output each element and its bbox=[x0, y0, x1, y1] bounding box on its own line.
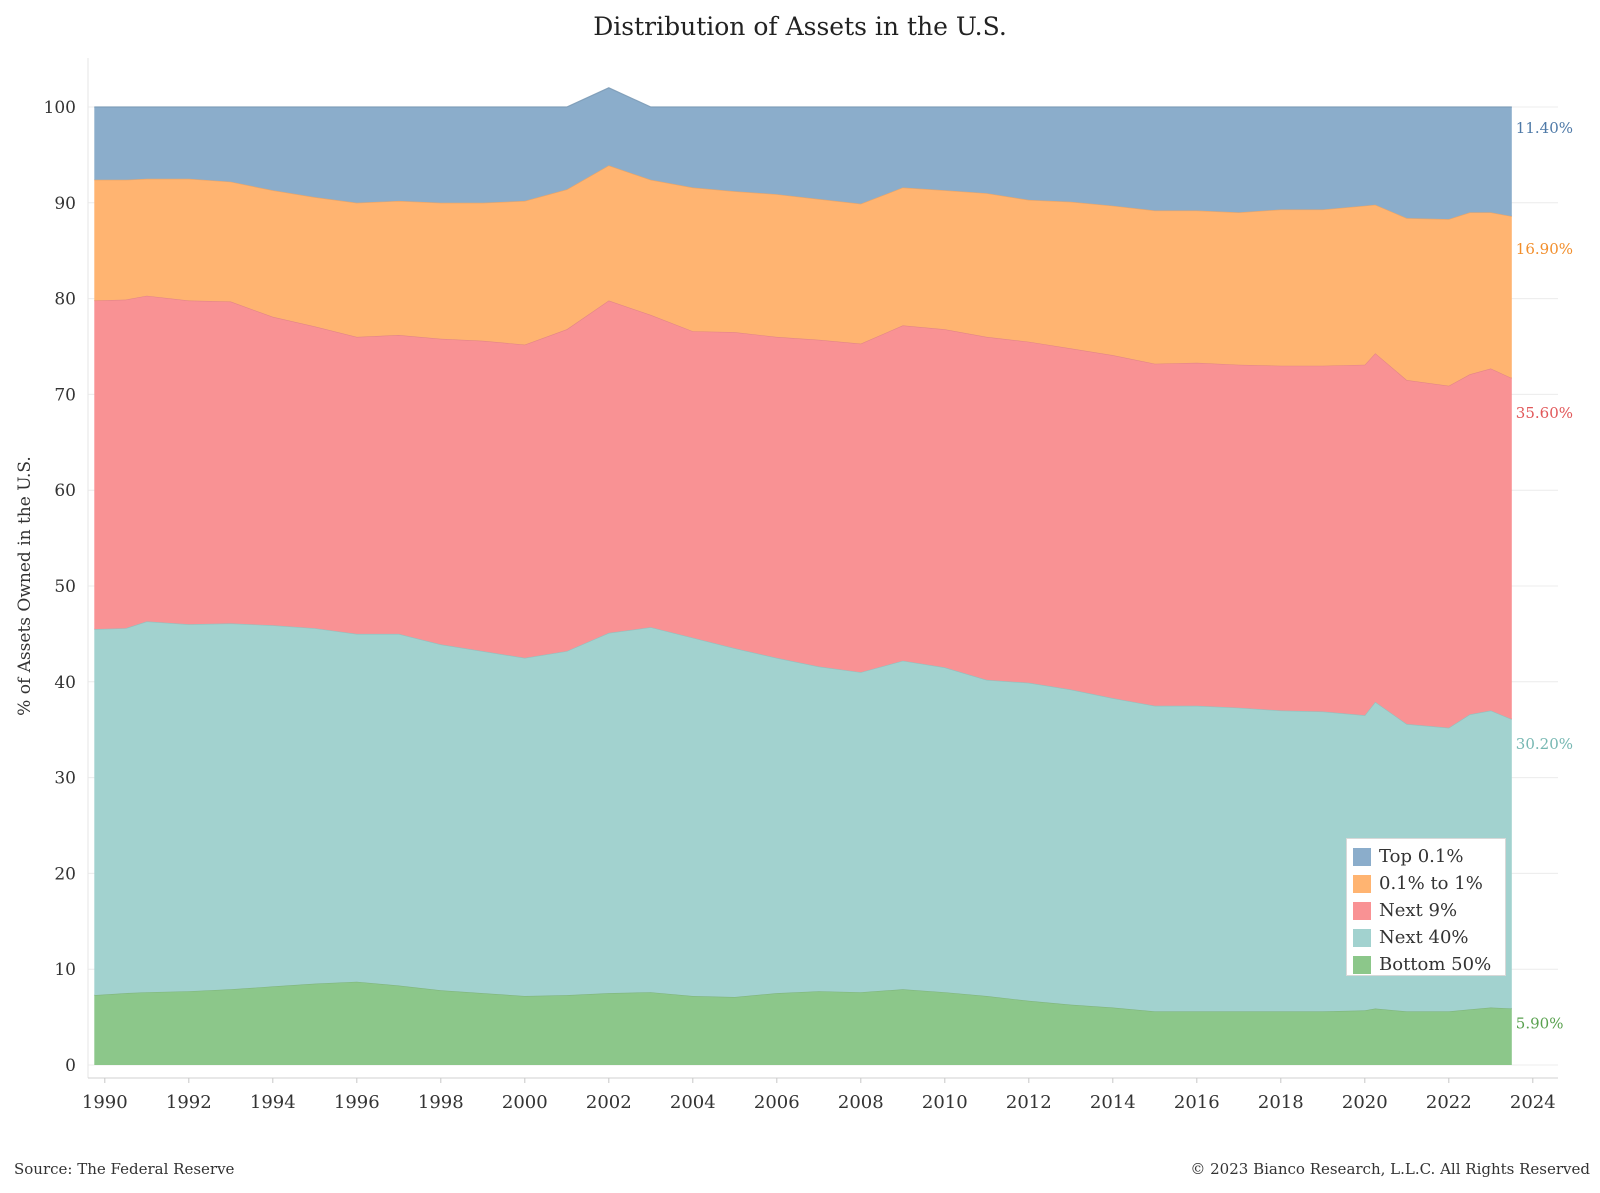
x-tick-label: 2012 bbox=[1006, 1092, 1052, 1113]
axes: 0 10 20 30 40 50 60 70 80 90 100 1990 1992 1994 1996 19… bbox=[15, 58, 1558, 1113]
end-label: 11.40% bbox=[1516, 119, 1573, 137]
y-tick-label: 60 bbox=[54, 481, 76, 501]
x-tick-label: 2000 bbox=[502, 1092, 548, 1113]
x-tick-label: 2002 bbox=[586, 1092, 632, 1113]
x-tick-label: 1992 bbox=[166, 1092, 212, 1113]
legend-item-0-1-to-1: 0.1% to 1% bbox=[1353, 870, 1499, 897]
copyright-note: © 2023 Bianco Research, L.L.C. All Right… bbox=[1190, 1160, 1590, 1178]
y-tick-label: 90 bbox=[54, 194, 76, 214]
legend-item-next-40: Next 40% bbox=[1353, 924, 1499, 951]
end-label: 16.90% bbox=[1516, 240, 1573, 258]
x-tick-label: 1990 bbox=[82, 1092, 128, 1113]
y-tick-label: 20 bbox=[54, 864, 76, 884]
chart-title: Distribution of Assets in the U.S. bbox=[593, 12, 1007, 41]
x-tick-label: 2008 bbox=[838, 1092, 884, 1113]
area-0-1-to-1 bbox=[94, 165, 1512, 386]
y-tick-label: 80 bbox=[54, 290, 76, 310]
legend-label: Top 0.1% bbox=[1379, 846, 1464, 867]
end-label: 5.90% bbox=[1516, 1014, 1564, 1032]
x-tick-label: 2020 bbox=[1342, 1092, 1388, 1113]
area-next-40 bbox=[94, 621, 1512, 1012]
area-series-group bbox=[94, 87, 1513, 1065]
end-labels: 11.40% 16.90% 35.60% 30.20% 5.90% bbox=[1516, 119, 1573, 1032]
x-tick-label: 2004 bbox=[670, 1092, 716, 1113]
x-tick-label: 2014 bbox=[1090, 1092, 1136, 1113]
area-bottom-50 bbox=[94, 981, 1512, 1065]
area-top-0-1 bbox=[94, 87, 1512, 220]
x-tick-label: 2010 bbox=[922, 1092, 968, 1113]
x-tick-label: 2018 bbox=[1258, 1092, 1304, 1113]
legend-swatch bbox=[1353, 847, 1371, 866]
x-tick-label: 1994 bbox=[250, 1092, 296, 1113]
legend-label: Next 9% bbox=[1379, 900, 1458, 921]
x-tick-label: 2022 bbox=[1426, 1092, 1472, 1113]
y-tick-label: 50 bbox=[54, 577, 76, 597]
x-tick-label: 2024 bbox=[1510, 1092, 1556, 1113]
legend-label: 0.1% to 1% bbox=[1379, 873, 1483, 894]
legend-label: Bottom 50% bbox=[1379, 954, 1492, 975]
end-label: 35.60% bbox=[1516, 404, 1573, 422]
y-tick-label: 70 bbox=[54, 385, 76, 405]
x-tick-label: 1998 bbox=[418, 1092, 464, 1113]
source-note: Source: The Federal Reserve bbox=[14, 1160, 235, 1178]
legend-swatch bbox=[1353, 901, 1371, 920]
x-tick-label: 2016 bbox=[1174, 1092, 1220, 1113]
end-label: 30.20% bbox=[1516, 735, 1573, 753]
legend-swatch bbox=[1353, 874, 1371, 893]
legend: Top 0.1% 0.1% to 1% Next 9% Next 40% Bot… bbox=[1346, 838, 1506, 976]
y-tick-label: 0 bbox=[65, 1056, 76, 1076]
x-tick-label: 1996 bbox=[334, 1092, 380, 1113]
area-next-9 bbox=[94, 295, 1512, 728]
area-edge-top-0-1 bbox=[94, 87, 1512, 108]
legend-swatch bbox=[1353, 928, 1371, 947]
legend-label: Next 40% bbox=[1379, 927, 1469, 948]
y-tick-label: 40 bbox=[54, 673, 76, 693]
legend-item-top-0-1: Top 0.1% bbox=[1353, 843, 1499, 870]
legend-item-next-9: Next 9% bbox=[1353, 897, 1499, 924]
x-tick-label: 2006 bbox=[754, 1092, 800, 1113]
y-axis-title: % of Assets Owned in the U.S. bbox=[15, 456, 35, 716]
y-tick-label: 30 bbox=[54, 769, 76, 789]
legend-item-bottom-50: Bottom 50% bbox=[1353, 951, 1499, 978]
y-tick-label: 10 bbox=[54, 960, 76, 980]
legend-swatch bbox=[1353, 955, 1371, 974]
y-tick-label: 100 bbox=[44, 98, 76, 118]
